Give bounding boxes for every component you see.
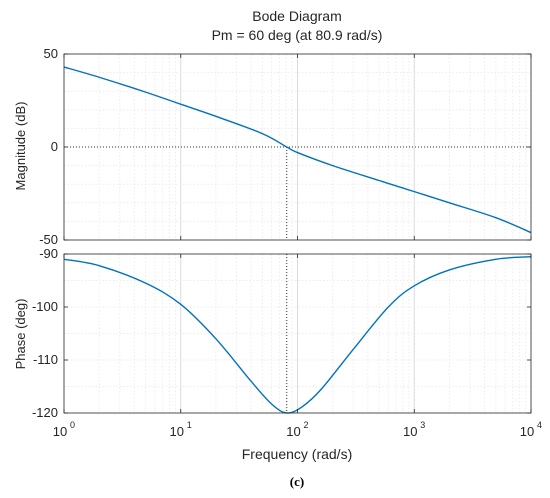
magnitude-y-tick-label: 50 xyxy=(44,46,58,61)
x-tick-exponent: 2 xyxy=(304,420,309,430)
magnitude-y-label: Magnitude (dB) xyxy=(13,102,28,191)
figure-caption: (c) xyxy=(290,474,304,489)
x-axis-label: Frequency (rad/s) xyxy=(242,446,352,462)
chart-subtitle: Pm = 60 deg (at 80.9 rad/s) xyxy=(212,27,383,43)
reference-lines xyxy=(64,146,531,413)
phase-grid xyxy=(64,254,531,413)
phase-curve xyxy=(63,255,532,414)
phase-y-tick-label: -100 xyxy=(32,299,58,314)
x-tick-exponent: 1 xyxy=(187,420,192,430)
x-tick-label: 10 xyxy=(53,424,67,439)
x-tick-label: 10 xyxy=(286,424,300,439)
magnitude-y-tick-label: -50 xyxy=(39,232,58,247)
magnitude-y-tick-label: 0 xyxy=(51,139,58,154)
x-tick-exponent: 4 xyxy=(537,420,542,430)
chart-title: Bode Diagram xyxy=(252,8,342,24)
magnitude-curve xyxy=(63,66,532,234)
curves xyxy=(63,66,532,414)
x-tick-exponent: 3 xyxy=(420,420,425,430)
phase-y-label: Phase (deg) xyxy=(13,299,28,370)
magnitude-grid xyxy=(64,54,531,240)
x-tick-exponent: 0 xyxy=(70,420,75,430)
phase-y-tick-label: -120 xyxy=(32,405,58,420)
phase-y-tick-label: -90 xyxy=(39,246,58,261)
x-tick-label: 10 xyxy=(403,424,417,439)
x-tick-label: 10 xyxy=(170,424,184,439)
x-tick-label: 10 xyxy=(520,424,534,439)
phase-y-tick-label: -110 xyxy=(33,352,58,367)
